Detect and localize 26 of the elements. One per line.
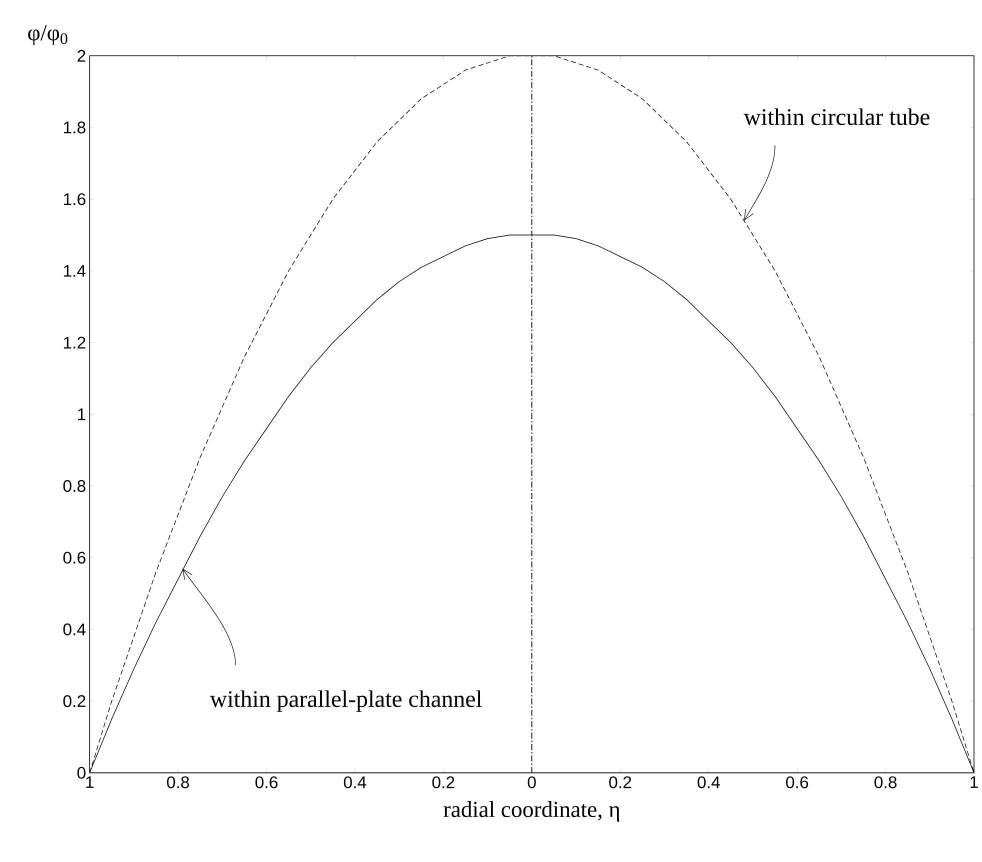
annotation: within parallel-plate channel xyxy=(210,690,482,712)
y-tick-label: 1 xyxy=(78,408,86,420)
x-tick-label: 0.2 xyxy=(432,776,454,788)
x-tick-label: 0.4 xyxy=(344,776,366,788)
y-tick-label: 0.8 xyxy=(63,480,86,492)
x-tick-label: 0.8 xyxy=(874,776,897,788)
y-tick-label: 0 xyxy=(77,766,86,779)
x-tick-label: 0.2 xyxy=(609,776,632,788)
y-tick-label: 2 xyxy=(78,50,86,62)
y-tick-label: 1.6 xyxy=(64,192,86,205)
y-axis-title: φ/φ$_{0}$ xyxy=(28,24,68,45)
y-tick-label: 1.2 xyxy=(64,336,86,348)
x-tick-label: 0.6 xyxy=(255,776,278,788)
y-tick-label: 0.4 xyxy=(63,623,86,636)
annotation: within circular tube xyxy=(744,108,930,125)
x-tick-label: 1 xyxy=(970,776,978,788)
x-tick-label: 0.6 xyxy=(786,776,808,788)
x-tick-label: 0.4 xyxy=(698,776,720,788)
x-axis-title: radial coordinate, η xyxy=(444,800,620,822)
x-tick-label: 1 xyxy=(86,776,94,788)
y-tick-label: 1.4 xyxy=(64,264,86,276)
y-tick-label: 0.6 xyxy=(63,552,86,564)
x-tick-label: 0 xyxy=(528,776,536,788)
y-tick-label: 1.8 xyxy=(64,121,86,134)
x-tick-label: 0.8 xyxy=(167,776,190,788)
y-tick-label: 0.2 xyxy=(63,694,86,707)
